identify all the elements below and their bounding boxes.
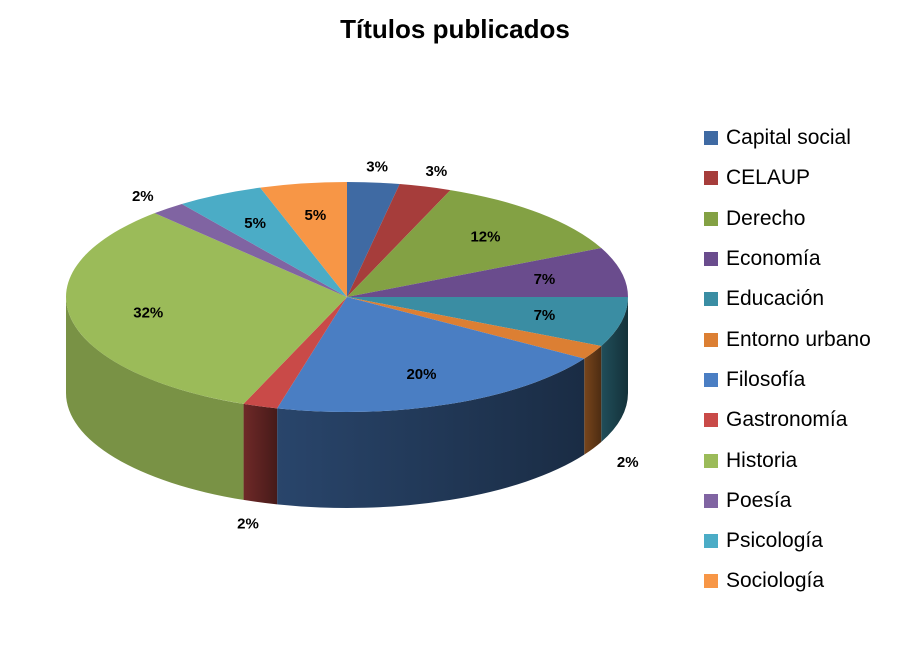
slice-label-gastronomia: 2% <box>237 516 259 533</box>
slice-poesia <box>154 203 347 297</box>
slice-side-filosofia <box>277 358 585 508</box>
pie-slices <box>66 182 628 412</box>
legend-swatch <box>704 534 718 549</box>
slice-psicologia <box>181 187 347 297</box>
slice-label-poesia: 2% <box>132 188 154 205</box>
slice-label-derecho: 12% <box>470 229 500 246</box>
slice-label-filosofia: 20% <box>406 366 436 383</box>
slice-capital-social <box>347 182 400 297</box>
slice-gastronomia <box>243 297 347 409</box>
slice-entorno-urbano <box>347 297 602 359</box>
legend-item-historia: Historia <box>704 440 871 480</box>
legend-label: Capital social <box>726 126 851 150</box>
slice-label-sociologia: 5% <box>305 207 327 224</box>
legend-swatch <box>704 131 718 146</box>
slice-filosofia <box>277 297 585 412</box>
legend-item-filosofia: Filosofía <box>704 360 871 400</box>
legend-swatch <box>704 252 718 267</box>
pie-sides <box>66 297 628 508</box>
slice-label-psicologia: 5% <box>244 215 266 232</box>
slice-label-entorno-urbano: 2% <box>617 454 639 471</box>
legend-item-economia: Economía <box>704 239 871 279</box>
slice-side-entorno-urbano <box>584 345 602 455</box>
slice-side-educacion <box>601 297 628 442</box>
slice-label-educacion: 7% <box>534 307 556 324</box>
legend-item-celaup: CELAUP <box>704 158 871 198</box>
legend-label: Filosofía <box>726 367 806 391</box>
legend-label: Entorno urbano <box>726 327 871 351</box>
legend: Capital social CELAUP Derecho Economía Educa… <box>704 118 871 602</box>
slice-label-economia: 7% <box>534 271 556 288</box>
legend-label: Poesía <box>726 488 792 512</box>
legend-label: CELAUP <box>726 166 811 190</box>
legend-item-entorno-urbano: Entorno urbano <box>704 319 871 359</box>
legend-item-derecho: Derecho <box>704 199 871 239</box>
legend-label: Psicología <box>726 529 823 553</box>
slice-side-gastronomia <box>243 403 278 505</box>
legend-item-capital-social: Capital social <box>704 118 871 158</box>
legend-swatch <box>704 332 718 347</box>
slice-derecho <box>347 190 602 297</box>
chart-title: Títulos publicados <box>340 14 570 44</box>
legend-item-sociologia: Sociología <box>704 561 871 601</box>
slice-side-historia <box>66 297 244 500</box>
legend-label: Educación <box>726 287 825 311</box>
slice-label-historia: 32% <box>133 305 163 322</box>
slice-economia <box>347 248 628 297</box>
legend-swatch <box>704 413 718 428</box>
slice-label-celaup: 3% <box>426 163 448 180</box>
slice-celaup <box>347 184 451 297</box>
legend-swatch <box>704 493 718 508</box>
legend-label: Historia <box>726 448 798 472</box>
legend-label: Sociología <box>726 569 825 593</box>
legend-label: Gastronomía <box>726 408 848 432</box>
legend-item-gastronomia: Gastronomía <box>704 400 871 440</box>
legend-label: Economía <box>726 247 821 271</box>
legend-item-poesia: Poesía <box>704 481 871 521</box>
legend-swatch <box>704 453 718 468</box>
legend-swatch <box>704 211 718 226</box>
legend-swatch <box>704 574 718 589</box>
pie-labels: 3% 3% 12% 7% 7% 2% 20% 2% 32% 2% 5% 5% <box>132 158 639 532</box>
legend-item-psicologia: Psicología <box>704 521 871 561</box>
legend-label: Derecho <box>726 206 806 230</box>
legend-swatch <box>704 372 718 387</box>
slice-sociologia <box>260 182 347 297</box>
slice-label-capital-social: 3% <box>366 158 388 175</box>
slice-historia <box>66 213 347 404</box>
legend-swatch <box>704 292 718 307</box>
legend-item-educacion: Educación <box>704 279 871 319</box>
slice-educacion <box>347 297 628 346</box>
legend-swatch <box>704 171 718 186</box>
